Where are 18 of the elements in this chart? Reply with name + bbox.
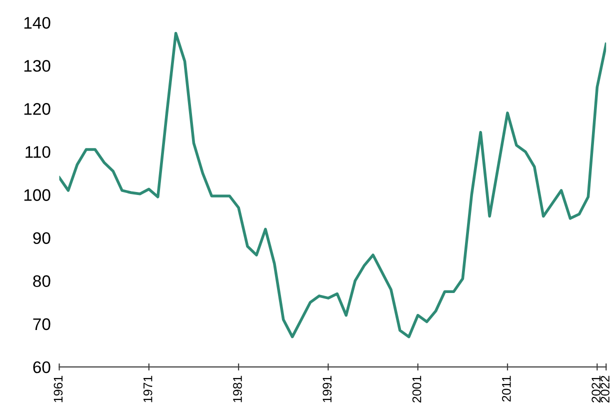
- y-tick-label: 100: [24, 189, 50, 201]
- y-tick-label: 90: [33, 232, 50, 244]
- y-tick-label: 140: [24, 16, 50, 29]
- x-tick-label: 1961: [54, 376, 63, 402]
- y-tick-label: 70: [33, 318, 50, 330]
- line-series: [59, 32, 606, 338]
- y-tick-label: 80: [33, 275, 50, 288]
- x-tick-label: 1981: [233, 376, 242, 402]
- y-tick-label: 120: [24, 103, 50, 115]
- y-tick-label: 60: [33, 361, 50, 374]
- y-tick-label: 130: [24, 60, 50, 72]
- x-tick-label: 2022: [600, 376, 610, 402]
- x-tick-label: 2001: [412, 376, 422, 402]
- x-tick-label: 1971: [143, 376, 152, 402]
- x-tick-label: 1991: [322, 376, 332, 402]
- y-tick-label: 110: [26, 146, 50, 158]
- x-tick-label: 2021: [592, 376, 601, 402]
- x-tick-label: 2011: [502, 376, 511, 402]
